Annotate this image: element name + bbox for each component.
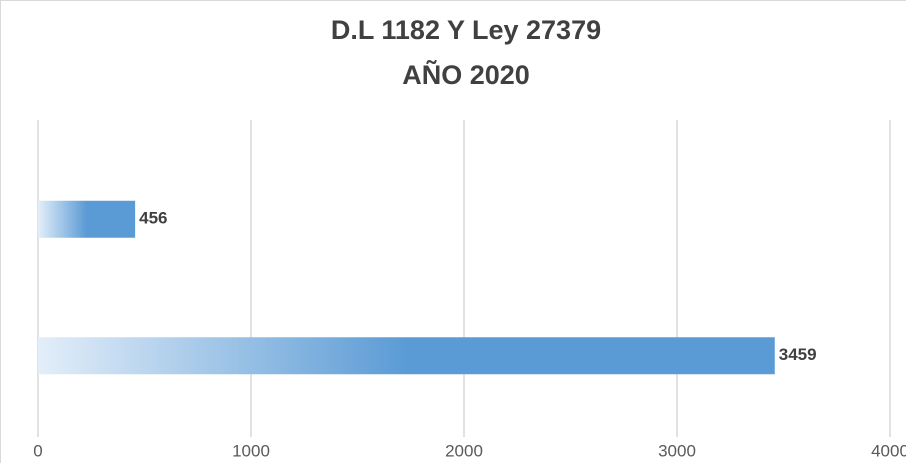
x-tick-label: 4000 [871,441,906,460]
chart-title: D.L 1182 Y Ley 27379 [331,15,601,45]
x-tick-label: 2000 [445,441,483,460]
x-tick-label: 0 [33,441,42,460]
x-tick-label: 3000 [658,441,696,460]
value-label: 3459 [779,345,817,364]
value-label: 456 [139,209,167,228]
x-tick-label: 1000 [232,441,270,460]
bar [38,200,136,238]
bar [38,337,775,375]
chart-title: AÑO 2020 [402,59,530,90]
